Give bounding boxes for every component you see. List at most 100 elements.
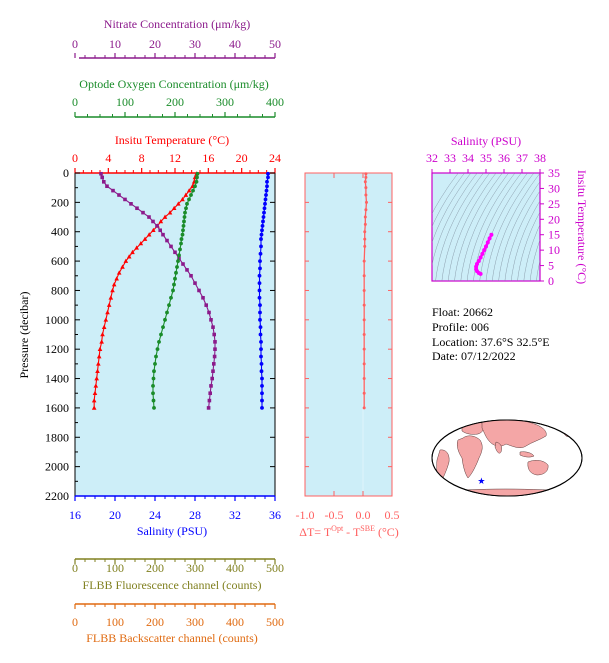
ts-temperature-tick-label: 25	[548, 197, 560, 211]
nitrate-point	[129, 202, 133, 206]
nitrate-point	[165, 238, 169, 243]
temperature-point	[91, 405, 97, 410]
ts-profile-point	[480, 251, 485, 256]
nitrate-tick-label: 30	[189, 37, 201, 51]
salinity-tick-label: 32	[229, 508, 241, 522]
pressure-axis-title: Pressure (decibar)	[17, 292, 31, 379]
backscatter-tick-label: 200	[146, 615, 164, 629]
ts-salinity-tick-label: 35	[480, 151, 492, 165]
salinity-point	[263, 197, 268, 202]
temperature-tick-label: 12	[169, 151, 181, 165]
salinity-point	[259, 369, 264, 374]
nitrate-point	[99, 171, 103, 176]
delta-t-point	[364, 175, 368, 179]
temperature-point	[96, 361, 101, 366]
nitrate-point	[155, 224, 159, 228]
salinity-point	[258, 325, 263, 330]
salinity-point	[258, 266, 262, 271]
temperature-point	[142, 236, 148, 241]
salinity-point	[260, 223, 265, 228]
ts-isopycnal	[432, 173, 472, 244]
salinity-point	[258, 310, 262, 315]
salinity-point	[260, 398, 264, 403]
nitrate-point	[209, 384, 213, 388]
nitrate-point	[123, 197, 127, 202]
fluorescence-tick-label: 300	[186, 561, 204, 575]
nitrate-point	[208, 391, 212, 396]
nitrate-axis-title: Nitrate Concentration (μm/kg)	[104, 17, 250, 31]
fluorescence-tick-label: 100	[106, 561, 124, 575]
main-plot-area	[74, 172, 276, 497]
ts-profile-point	[478, 255, 483, 260]
ts-temperature-tick-label: 35	[548, 166, 560, 180]
ts-temperature-title: Insitu Temperature (°C)	[575, 170, 589, 284]
oxygen-axis: Optode Oxygen Concentration (μm/kg) 0 100…	[72, 77, 284, 118]
oxygen-point	[154, 354, 158, 359]
oxygen-point	[179, 237, 184, 241]
salinity-tick-label: 20	[109, 508, 121, 522]
salinity-point	[258, 332, 263, 337]
pressure-tick-label: 600	[51, 254, 69, 268]
ts-temperature-tick-label: 0	[548, 274, 554, 288]
ts-salinity-tick-label: 37	[516, 151, 528, 165]
salinity-tick-label: 28	[189, 508, 201, 522]
temperature-tick-label: 0	[72, 151, 78, 165]
ts-salinity-tick-label: 38	[534, 151, 546, 165]
map-land-greenland	[451, 420, 460, 426]
nitrate-point	[173, 250, 177, 255]
salinity-point	[257, 273, 262, 278]
ts-isopycnal	[523, 224, 540, 281]
ts-profile-point	[485, 240, 490, 245]
delta-t-point	[362, 377, 366, 381]
nitrate-point	[212, 354, 217, 359]
delta-t-point	[362, 259, 366, 263]
salinity-point	[259, 347, 263, 352]
salinity-point	[260, 406, 264, 410]
ts-isopycnal	[432, 173, 465, 228]
fluorescence-tick-label: 200	[146, 561, 164, 575]
oxygen-point	[155, 347, 160, 352]
temperature-point	[186, 188, 192, 193]
ts-temperature-tick-label: 30	[548, 181, 560, 195]
salinity-point	[259, 244, 263, 249]
nitrate-point	[213, 340, 217, 344]
nitrate-point	[158, 228, 162, 233]
nitrate-point	[193, 281, 197, 285]
salinity-point	[259, 354, 263, 359]
delta-t-point	[363, 230, 367, 234]
delta-t-point	[362, 333, 366, 336]
delta-tick-label: -0.5	[325, 508, 344, 522]
temperature-point	[110, 287, 115, 293]
oxygen-point	[179, 241, 183, 246]
oxygen-point	[177, 253, 181, 258]
ts-isopycnal	[447, 173, 497, 281]
pressure-tick-label: 1400	[45, 372, 69, 386]
temperature-point	[100, 332, 105, 337]
oxygen-point	[159, 332, 163, 337]
ts-salinity-tick-label: 34	[462, 151, 474, 165]
oxygen-point	[151, 376, 156, 381]
salinity-point	[260, 383, 264, 388]
pressure-tick-label: 1200	[45, 342, 69, 356]
delta-t-point	[362, 391, 366, 395]
ts-isopycnal	[517, 211, 540, 281]
world-map: ★	[431, 419, 583, 497]
delta-t-point	[364, 186, 368, 190]
temperature-tick-label: 24	[269, 151, 281, 165]
oxygen-point	[180, 232, 185, 237]
ts-isopycnal	[529, 239, 540, 281]
temperature-point	[95, 368, 100, 374]
map-land-asia	[481, 420, 547, 448]
delta-t-point	[362, 406, 366, 410]
map-outline	[431, 419, 583, 497]
ts-isopycnal	[504, 190, 540, 281]
delta-axis-title: ΔT= TOpt - TSBE (°C)	[299, 524, 399, 539]
ts-salinity-tick-label: 36	[498, 151, 510, 165]
oxygen-point	[174, 270, 178, 275]
oxygen-point	[178, 247, 182, 252]
salinity-point	[266, 171, 270, 176]
nitrate-point	[207, 398, 212, 403]
salinity-point	[262, 206, 267, 211]
pressure-tick-label: 1800	[45, 430, 69, 444]
